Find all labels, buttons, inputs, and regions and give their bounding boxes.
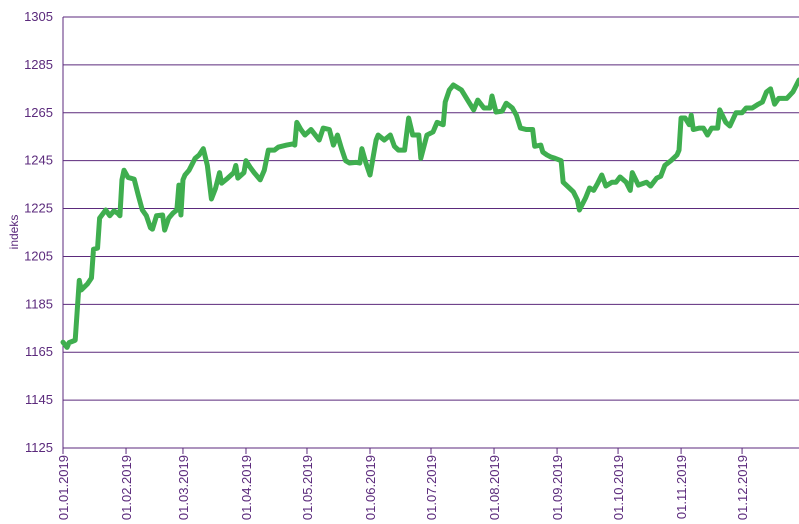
y-tick-label: 1265 (24, 105, 53, 120)
y-tick-label: 1245 (24, 153, 53, 168)
x-tick-label: 01.05.2019 (300, 455, 315, 520)
line (60, 77, 799, 350)
x-tick-label: 01.10.2019 (611, 455, 626, 520)
x-tick-label: 01.07.2019 (424, 455, 439, 520)
y-tick-label: 1205 (24, 248, 53, 263)
y-tick-label: 1125 (25, 440, 53, 455)
y-tick-label: 1145 (25, 392, 53, 407)
y-axis-label: indeks (7, 215, 21, 250)
y-tick-label: 1285 (24, 57, 53, 72)
x-tick-label: 01.09.2019 (550, 455, 565, 520)
y-tick-label: 1225 (24, 201, 53, 216)
y-tick-label: 1185 (25, 296, 53, 311)
x-tick-label: 01.01.2019 (56, 455, 71, 520)
x-tick-label: 01.02.2019 (119, 455, 134, 520)
x-tick-label: 01.11.2019 (674, 455, 689, 519)
x-tick-label: 01.12.2019 (735, 455, 750, 520)
x-tick-label: 01.03.2019 (176, 455, 191, 520)
x-tick-label: 01.08.2019 (487, 455, 502, 520)
y-tick-label: 1165 (25, 344, 53, 359)
x-tick-label: 01.06.2019 (363, 455, 378, 520)
x-tick-label: 01.04.2019 (239, 455, 254, 520)
y-tick-label: 1305 (24, 9, 53, 24)
